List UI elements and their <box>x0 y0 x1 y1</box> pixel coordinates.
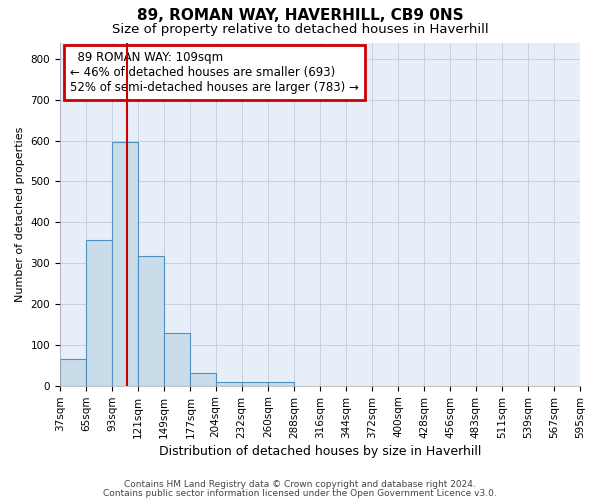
Text: 89, ROMAN WAY, HAVERHILL, CB9 0NS: 89, ROMAN WAY, HAVERHILL, CB9 0NS <box>137 8 463 22</box>
Bar <box>242 382 268 386</box>
Text: Size of property relative to detached houses in Haverhill: Size of property relative to detached ho… <box>112 22 488 36</box>
Bar <box>60 359 86 386</box>
X-axis label: Distribution of detached houses by size in Haverhill: Distribution of detached houses by size … <box>159 444 481 458</box>
Bar <box>268 382 294 386</box>
Text: 89 ROMAN WAY: 109sqm  
← 46% of detached houses are smaller (693)
52% of semi-de: 89 ROMAN WAY: 109sqm ← 46% of detached h… <box>70 51 359 94</box>
Text: Contains public sector information licensed under the Open Government Licence v3: Contains public sector information licen… <box>103 488 497 498</box>
Bar <box>215 382 242 386</box>
Bar <box>86 240 112 386</box>
Bar <box>190 374 217 386</box>
Bar <box>138 256 164 386</box>
Bar <box>112 142 138 386</box>
Y-axis label: Number of detached properties: Number of detached properties <box>15 126 25 302</box>
Bar <box>164 332 190 386</box>
Text: Contains HM Land Registry data © Crown copyright and database right 2024.: Contains HM Land Registry data © Crown c… <box>124 480 476 489</box>
